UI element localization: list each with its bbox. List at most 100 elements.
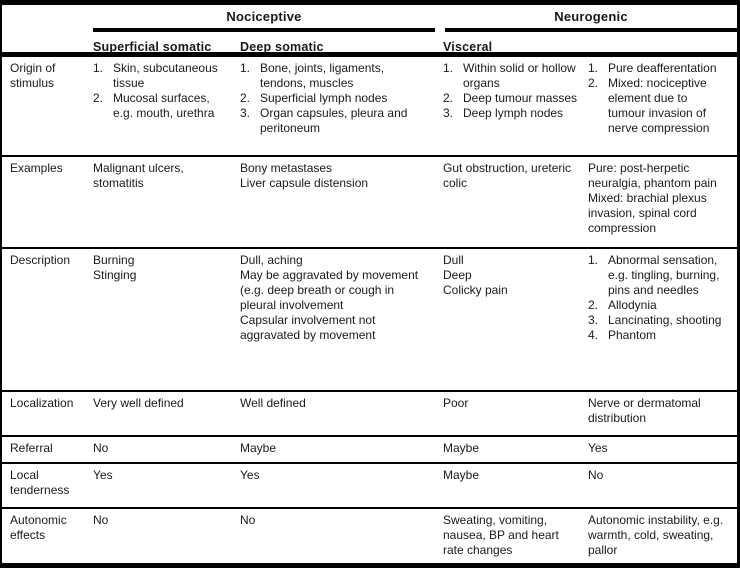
list-item-number: 1. bbox=[588, 61, 599, 75]
numbered-list-item: 1. Within solid or hollow organs bbox=[443, 61, 578, 91]
table-cell: No bbox=[93, 437, 240, 462]
list-item-text: Deep lymph nodes bbox=[463, 106, 564, 120]
table-cell: Sweating, vomiting, nausea, BP and heart… bbox=[443, 509, 588, 560]
neurogenic-underline-rule bbox=[445, 28, 737, 32]
numbered-list-item: 1. Pure deafferentation bbox=[588, 61, 727, 76]
table-cell: Maybe bbox=[240, 437, 443, 462]
group-header-nociceptive: Nociceptive bbox=[226, 9, 302, 24]
nociceptive-underline-rule bbox=[93, 28, 435, 32]
row-label: Autonomic effects bbox=[10, 513, 67, 542]
table-row: Local tenderness Yes Yes Maybe No bbox=[2, 462, 737, 507]
cell-text-line: Nerve or dermatomal distribution bbox=[588, 396, 701, 425]
table-cell: Gut obstruction, ureteric colic bbox=[443, 157, 588, 247]
table-cell: Poor bbox=[443, 392, 588, 435]
table-cell: No bbox=[93, 509, 240, 560]
list-item-number: 1. bbox=[93, 61, 104, 75]
table-cell: Burning Stinging bbox=[93, 249, 240, 390]
column-header-spacer bbox=[10, 32, 93, 54]
table-cell: 1. Bone, joints, ligaments, tendons, musc… bbox=[240, 57, 443, 155]
list-item-number: 1. bbox=[588, 253, 599, 267]
list-item-text: Skin, subcutaneous tissue bbox=[113, 61, 218, 90]
cell-text-line: Dull, aching bbox=[240, 253, 303, 267]
cell-text-line: Maybe bbox=[443, 468, 480, 482]
table-cell: Yes bbox=[240, 464, 443, 507]
table-cell: Bony metastases Liver capsule distension bbox=[240, 157, 443, 247]
list-item-number: 2. bbox=[588, 76, 599, 90]
cell-text-line: Yes bbox=[240, 468, 260, 482]
table-row: Referral No Maybe Maybe Yes bbox=[2, 435, 737, 462]
list-item-text: Superficial lymph nodes bbox=[260, 91, 388, 105]
numbered-list-item: 1. Abnormal sensation, e.g. tingling, bur… bbox=[588, 253, 727, 298]
list-item-number: 4. bbox=[588, 328, 599, 342]
cell-text-line: Sweating, vomiting, nausea, BP and heart… bbox=[443, 513, 559, 557]
table-cell: 1. Abnormal sensation, e.g. tingling, bur… bbox=[588, 249, 737, 390]
row-label: Referral bbox=[10, 441, 53, 455]
cell-text-line: Bony metastases bbox=[240, 161, 333, 175]
list-item-text: Deep tumour masses bbox=[463, 91, 578, 105]
cell-text-line: Maybe bbox=[443, 441, 480, 455]
cell-text-line: No bbox=[93, 441, 109, 455]
list-item-text: Within solid or hollow organs bbox=[463, 61, 576, 90]
cell-text-line: Very well defined bbox=[93, 396, 184, 410]
cell-text-line: Pure: post-herpetic neuralgia, phantom p… bbox=[588, 161, 717, 190]
table-cell: Dull Deep Colicky pain bbox=[443, 249, 588, 390]
list-item-text: Pure deafferentation bbox=[608, 61, 717, 75]
cell-text-line: No bbox=[93, 513, 109, 527]
list-item-number: 2. bbox=[240, 91, 251, 105]
numbered-list-item: 3. Lancinating, shooting bbox=[588, 313, 727, 328]
cell-text-line: Dull bbox=[443, 253, 464, 267]
list-item-number: 3. bbox=[240, 106, 251, 120]
cell-text-line: No bbox=[240, 513, 256, 527]
numbered-list-item: 2. Mixed: nociceptive element due to tumo… bbox=[588, 76, 727, 136]
numbered-list-item: 3. Deep lymph nodes bbox=[443, 106, 578, 121]
list-item-number: 1. bbox=[240, 61, 251, 75]
table-cell: No bbox=[240, 509, 443, 560]
cell-text-line: Deep bbox=[443, 268, 472, 282]
numbered-list-item: 2. Allodynia bbox=[588, 298, 727, 313]
table-cell: Nerve or dermatomal distribution bbox=[588, 392, 737, 435]
table-cell: 1. Pure deafferentation 2. Mixed: nocicepti… bbox=[588, 57, 737, 155]
table-cell: Maybe bbox=[443, 437, 588, 462]
table-cell: 1. Skin, subcutaneous tissue 2. Mucosal sur… bbox=[93, 57, 240, 155]
column-header-neurogenic-second bbox=[588, 32, 737, 54]
numbered-list-item: 2. Mucosal surfaces, e.g. mouth, urethra bbox=[93, 91, 230, 121]
table-body: Origin of stimulus 1. Skin, subcutaneous t… bbox=[2, 57, 737, 560]
table-row: Origin of stimulus 1. Skin, subcutaneous t… bbox=[2, 57, 737, 155]
table-cell: Malignant ulcers, stomatitis bbox=[93, 157, 240, 247]
cell-text-line: Stinging bbox=[93, 268, 137, 282]
table-cell: Maybe bbox=[443, 464, 588, 507]
cell-text-line: Burning bbox=[93, 253, 135, 267]
table-row: Description Burning Stinging Dull, aching Ma… bbox=[2, 247, 737, 390]
column-header-deep-somatic: Deep somatic bbox=[240, 40, 324, 54]
list-item-text: Bone, joints, ligaments, tendons, muscle… bbox=[260, 61, 385, 90]
numbered-list-item: 4. Phantom bbox=[588, 328, 727, 343]
cell-text-line: Gut obstruction, ureteric colic bbox=[443, 161, 572, 190]
cell-text-line: Yes bbox=[93, 468, 113, 482]
table-row: Examples Malignant ulcers, stomatitis Bony… bbox=[2, 155, 737, 247]
cell-text-line: Well defined bbox=[240, 396, 306, 410]
list-item-text: Mucosal surfaces, e.g. mouth, urethra bbox=[113, 91, 215, 120]
list-item-text: Abnormal sensation, e.g. tingling, burni… bbox=[608, 253, 720, 297]
list-item-text: Phantom bbox=[608, 328, 657, 342]
list-item-text: Mixed: nociceptive element due to tumour… bbox=[608, 76, 710, 135]
numbered-list-item: 2. Superficial lymph nodes bbox=[240, 91, 433, 106]
list-item-number: 3. bbox=[588, 313, 599, 327]
cell-text-line: Capsular involvement not aggravated by m… bbox=[240, 313, 376, 342]
table-cell: Yes bbox=[93, 464, 240, 507]
cell-text-line: Maybe bbox=[240, 441, 277, 455]
table-cell: Pure: post-herpetic neuralgia, phantom p… bbox=[588, 157, 737, 247]
list-item-number: 1. bbox=[443, 61, 454, 75]
cell-text-line: Colicky pain bbox=[443, 283, 508, 297]
cell-text-line: May be aggravated by movement (e.g. deep… bbox=[240, 268, 419, 312]
table-cell: No bbox=[588, 464, 737, 507]
list-item-number: 2. bbox=[443, 91, 454, 105]
table-cell: Autonomic instability, e.g. warmth, cold… bbox=[588, 509, 737, 560]
cell-text-line: Yes bbox=[588, 441, 608, 455]
table-cell: 1. Within solid or hollow organs 2. Deep tu… bbox=[443, 57, 588, 155]
table-cell: Well defined bbox=[240, 392, 443, 435]
column-header-visceral: Visceral bbox=[443, 40, 493, 54]
row-label: Localization bbox=[10, 396, 74, 410]
column-header-superficial-somatic: Superficial somatic bbox=[93, 40, 212, 54]
table-cell: Dull, aching May be aggravated by movemen… bbox=[240, 249, 443, 390]
